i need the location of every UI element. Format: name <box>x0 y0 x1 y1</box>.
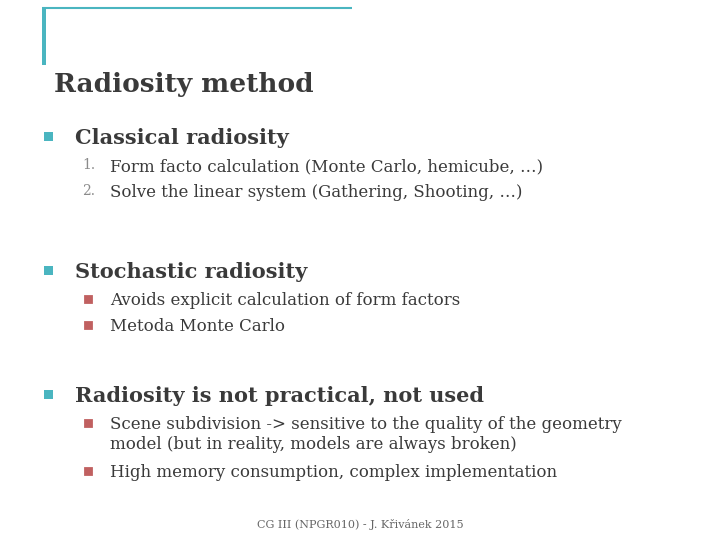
Text: Radiosity method: Radiosity method <box>53 72 313 97</box>
Text: 2.: 2. <box>82 184 95 198</box>
Bar <box>84 420 91 427</box>
Text: Form facto calculation (Monte Carlo, hemicube, …): Form facto calculation (Monte Carlo, hem… <box>110 158 543 175</box>
Text: Stochastic radiosity: Stochastic radiosity <box>75 262 307 282</box>
Text: High memory consumption, complex implementation: High memory consumption, complex impleme… <box>110 464 557 481</box>
Text: Scene subdivision -> sensitive to the quality of the geometry
model (but in real: Scene subdivision -> sensitive to the qu… <box>110 416 622 453</box>
Text: Classical radiosity: Classical radiosity <box>75 128 289 148</box>
Bar <box>43 132 53 140</box>
Text: CG III (NPGR010) - J. Křivánek 2015: CG III (NPGR010) - J. Křivánek 2015 <box>257 519 463 530</box>
Bar <box>84 321 91 328</box>
Text: Metoda Monte Carlo: Metoda Monte Carlo <box>110 318 285 335</box>
Text: Solve the linear system (Gathering, Shooting, …): Solve the linear system (Gathering, Shoo… <box>110 184 523 201</box>
Bar <box>84 468 91 475</box>
Text: Radiosity is not practical, not used: Radiosity is not practical, not used <box>75 386 484 406</box>
Bar <box>43 266 53 274</box>
Bar <box>43 389 53 399</box>
Bar <box>84 295 91 302</box>
Bar <box>42 8 45 65</box>
Text: Avoids explicit calculation of form factors: Avoids explicit calculation of form fact… <box>110 292 460 309</box>
Text: 1.: 1. <box>82 158 95 172</box>
